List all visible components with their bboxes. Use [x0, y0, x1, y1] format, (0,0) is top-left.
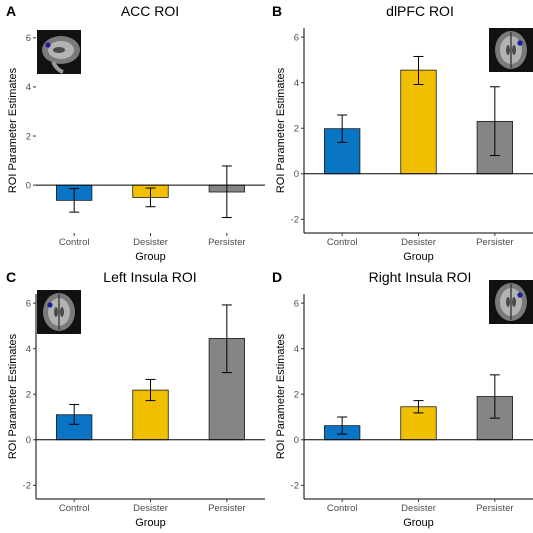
y-axis-title: ROI Parameter Estimates	[7, 67, 19, 193]
y-tick-label: 6	[294, 298, 299, 309]
y-tick-label: 2	[26, 390, 31, 401]
x-tick-label: Persister	[208, 237, 245, 248]
y-tick-label: 2	[26, 131, 31, 142]
x-axis-title: Group	[135, 517, 166, 529]
y-axis-title: ROI Parameter Estimates	[275, 333, 287, 459]
panel-title: dlPFC ROI	[386, 3, 454, 19]
y-tick-label: 4	[294, 344, 299, 355]
panel-a: A ACC ROI ROI Parameter Estimates Group 0 2 4 6…	[6, 3, 265, 263]
y-tick-label: 6	[26, 298, 31, 309]
panel-title: Left Insula ROI	[103, 269, 196, 285]
x-tick-label: Desister	[401, 237, 436, 248]
error-bar	[145, 378, 156, 402]
y-tick-label: 4	[294, 78, 299, 89]
y-tick-label: 2	[294, 390, 299, 401]
x-tick-label: Desister	[133, 503, 168, 514]
y-tick-label: 4	[26, 82, 31, 93]
x-tick-label: Persister	[208, 503, 245, 514]
y-tick-label: 2	[294, 124, 299, 135]
brain-ventricle	[53, 47, 65, 53]
error-bar	[337, 114, 348, 143]
x-axis-title: Group	[135, 251, 166, 263]
y-tick-label: 0	[26, 435, 31, 446]
panel-letter: A	[6, 3, 16, 19]
y-tick-label: 0	[26, 180, 31, 191]
panel-letter: C	[6, 269, 16, 285]
x-tick-label: Control	[327, 237, 358, 248]
panel-d: D Right Insula ROI ROI Parameter Estimates…	[272, 269, 533, 529]
x-tick-label: Persister	[476, 503, 513, 514]
error-bar	[337, 416, 348, 435]
error-bar	[221, 165, 232, 219]
error-bar	[69, 403, 80, 425]
brain-inset-icon	[489, 28, 533, 72]
y-tick-label: 0	[294, 435, 299, 446]
brain-inset-icon	[37, 290, 81, 334]
y-tick-label: -2	[23, 481, 31, 492]
y-tick-label: 4	[26, 344, 31, 355]
error-bar	[489, 86, 500, 157]
error-bar	[413, 400, 424, 414]
bar-desister	[400, 69, 437, 175]
x-axis-title: Group	[403, 517, 434, 529]
brain-inset-icon	[489, 280, 533, 324]
panel-letter: D	[272, 269, 282, 285]
x-tick-label: Control	[327, 503, 358, 514]
brain-ventricle-right	[60, 307, 64, 317]
panel-letter: B	[272, 3, 282, 19]
brainstem	[51, 61, 64, 74]
error-bar	[69, 188, 80, 213]
x-tick-label: Desister	[401, 503, 436, 514]
y-axis-title: ROI Parameter Estimates	[275, 67, 287, 193]
x-tick-label: Control	[59, 237, 90, 248]
x-tick-label: Desister	[133, 237, 168, 248]
brain-ventricle-left	[54, 307, 58, 317]
error-bar	[221, 304, 232, 374]
error-bar	[489, 374, 500, 419]
y-tick-label: -2	[291, 215, 299, 226]
y-tick-label: 6	[294, 32, 299, 43]
error-bar	[145, 187, 156, 208]
roi-marker	[45, 42, 51, 48]
panel-title: ACC ROI	[121, 3, 179, 19]
x-axis-title: Group	[403, 251, 434, 263]
roi-marker	[47, 302, 53, 308]
y-tick-label: -2	[291, 481, 299, 492]
brain-ventricle-left	[506, 297, 510, 307]
panel-c: C Left Insula ROI ROI Parameter Estimates G…	[6, 269, 265, 529]
x-tick-label: Control	[59, 503, 90, 514]
brain-ventricle-right	[512, 45, 516, 55]
y-tick-label: 0	[294, 169, 299, 180]
brain-ventricle-left	[506, 45, 510, 55]
y-axis-title: ROI Parameter Estimates	[7, 333, 19, 459]
roi-marker	[517, 292, 523, 298]
error-bar	[413, 55, 424, 85]
brain-inset-icon	[37, 30, 81, 74]
y-tick-label: 6	[26, 33, 31, 44]
x-tick-label: Persister	[476, 237, 513, 248]
brain-ventricle-right	[512, 297, 516, 307]
panel-title: Right Insula ROI	[369, 269, 472, 285]
roi-marker	[517, 40, 523, 46]
